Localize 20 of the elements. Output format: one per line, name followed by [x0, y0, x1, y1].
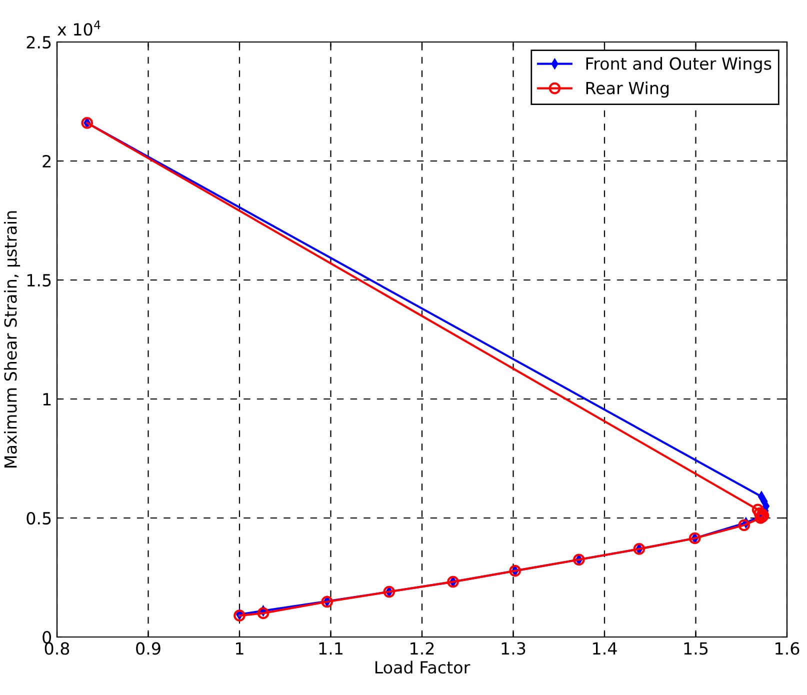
x-tick-label: 0.9 [136, 642, 160, 655]
y-tick-label: 0 [42, 630, 52, 644]
x-tick-label: 0.8 [44, 642, 70, 655]
x-tick-label: 1.5 [684, 642, 708, 655]
legend-label: Rear Wing [586, 81, 669, 98]
x-tick-label: 1.3 [502, 642, 526, 655]
y-tick-label: 2 [42, 154, 50, 168]
x-tick-label: 1.2 [410, 642, 434, 655]
y-tick-label: 1.5 [27, 274, 51, 287]
y-axis-title: Maximum Shear Strain, μstrain [4, 211, 20, 468]
legend-label: Front and Outer Wings [586, 57, 772, 74]
y-tick-label: 2.5 [26, 36, 51, 49]
x-axis-title: Load Factor [375, 660, 470, 674]
y-tick-label: 0.5 [26, 512, 51, 525]
text: x 10$^{4}$ [57, 20, 100, 36]
y-tick-label: 1 [43, 393, 51, 406]
x-tick-label: 1.1 [319, 642, 342, 655]
x-tick-label: 1.6 [776, 642, 800, 655]
x-tick-label: 1 [236, 642, 244, 655]
x-tick-label: 1.4 [593, 642, 617, 655]
